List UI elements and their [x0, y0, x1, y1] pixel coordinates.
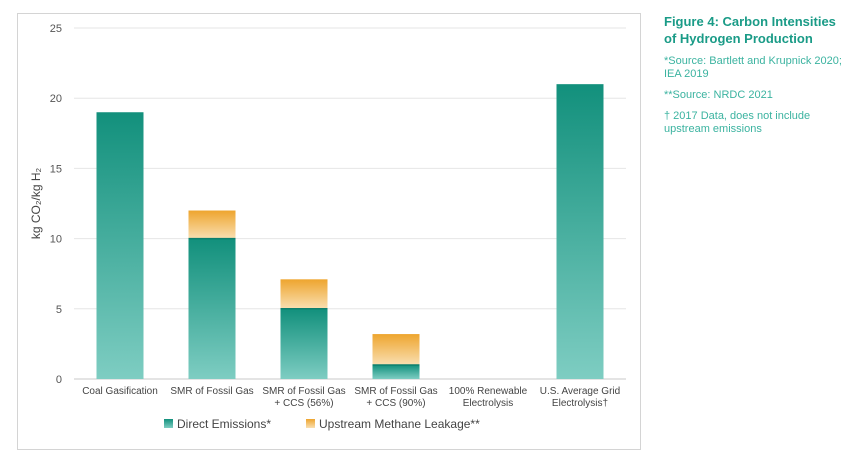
category-label-line: SMR of Fossil Gas	[170, 386, 253, 397]
category-label: U.S. Average Grid Electrolysis†	[540, 386, 620, 409]
bar-direct-1	[188, 238, 236, 379]
category-label-line: 100% Renewable	[449, 386, 528, 397]
bar-upstream-3	[372, 334, 420, 365]
legend-direct-emissions-swatch	[164, 419, 173, 428]
category-label-line: SMR of Fossil Gas	[262, 386, 345, 397]
bar-direct-5	[556, 84, 604, 379]
bar-direct-2	[280, 308, 328, 379]
legend-direct-emissions-label: Direct Emissions*	[177, 417, 271, 431]
bar-direct-3	[372, 364, 420, 379]
legend-upstream-methane-label: Upstream Methane Leakage**	[319, 417, 480, 431]
category-label-line: SMR of Fossil Gas	[354, 386, 437, 397]
stacked-bar-chart: 0 5 10 15 20 25 kg CO₂/kg H₂ Coal Gasification…	[29, 23, 626, 431]
category-label: SMR of Fossil Gas + CCS (90%)	[354, 386, 437, 409]
source-note-2: **Source: NRDC 2021	[664, 89, 773, 101]
category-label-line: + CCS (56%)	[274, 398, 333, 409]
y-axis-label: kg CO₂/kg H₂	[29, 167, 43, 239]
legend-upstream-methane-swatch	[306, 419, 315, 428]
figure-title: Figure 4: Carbon Intensities of Hydrogen…	[664, 14, 836, 46]
category-label-line: Coal Gasification	[82, 386, 158, 397]
y-tick-label: 20	[50, 93, 62, 105]
category-label-line: + CCS (90%)	[366, 398, 425, 409]
legend: Direct Emissions* Upstream Methane Leakag…	[164, 417, 480, 431]
data-note: † 2017 Data, does not include upstream e…	[664, 110, 811, 135]
y-axis: 0 5 10 15 20 25 kg CO₂/kg H₂	[29, 23, 62, 386]
y-tick-label: 0	[56, 374, 62, 386]
bar-direct-0	[96, 112, 144, 380]
chart-frame: 0 5 10 15 20 25 kg CO₂/kg H₂ Coal Gasification…	[17, 13, 641, 450]
bars	[96, 84, 604, 380]
category-label-line: U.S. Average Grid	[540, 386, 620, 397]
category-label: SMR of Fossil Gas + CCS (56%)	[262, 386, 345, 409]
category-label: 100% Renewable Electrolysis	[449, 386, 528, 409]
y-tick-label: 15	[50, 163, 62, 175]
category-label: Coal Gasification	[82, 386, 158, 397]
category-label: SMR of Fossil Gas	[170, 386, 253, 397]
bar-upstream-1	[188, 210, 236, 239]
y-tick-label: 5	[56, 304, 62, 316]
category-label-line: Electrolysis†	[552, 398, 608, 409]
y-tick-label: 10	[50, 234, 62, 246]
bar-upstream-2	[280, 279, 328, 309]
figure-notes: Figure 4: Carbon Intensities of Hydrogen…	[664, 13, 849, 144]
source-note-1: *Source: Bartlett and Krupnick 2020; IEA…	[664, 55, 842, 80]
y-tick-label: 25	[50, 23, 62, 35]
grid-lines	[74, 27, 626, 380]
category-labels: Coal Gasification SMR of Fossil Gas SMR of…	[82, 386, 620, 409]
category-label-line: Electrolysis	[463, 398, 514, 409]
